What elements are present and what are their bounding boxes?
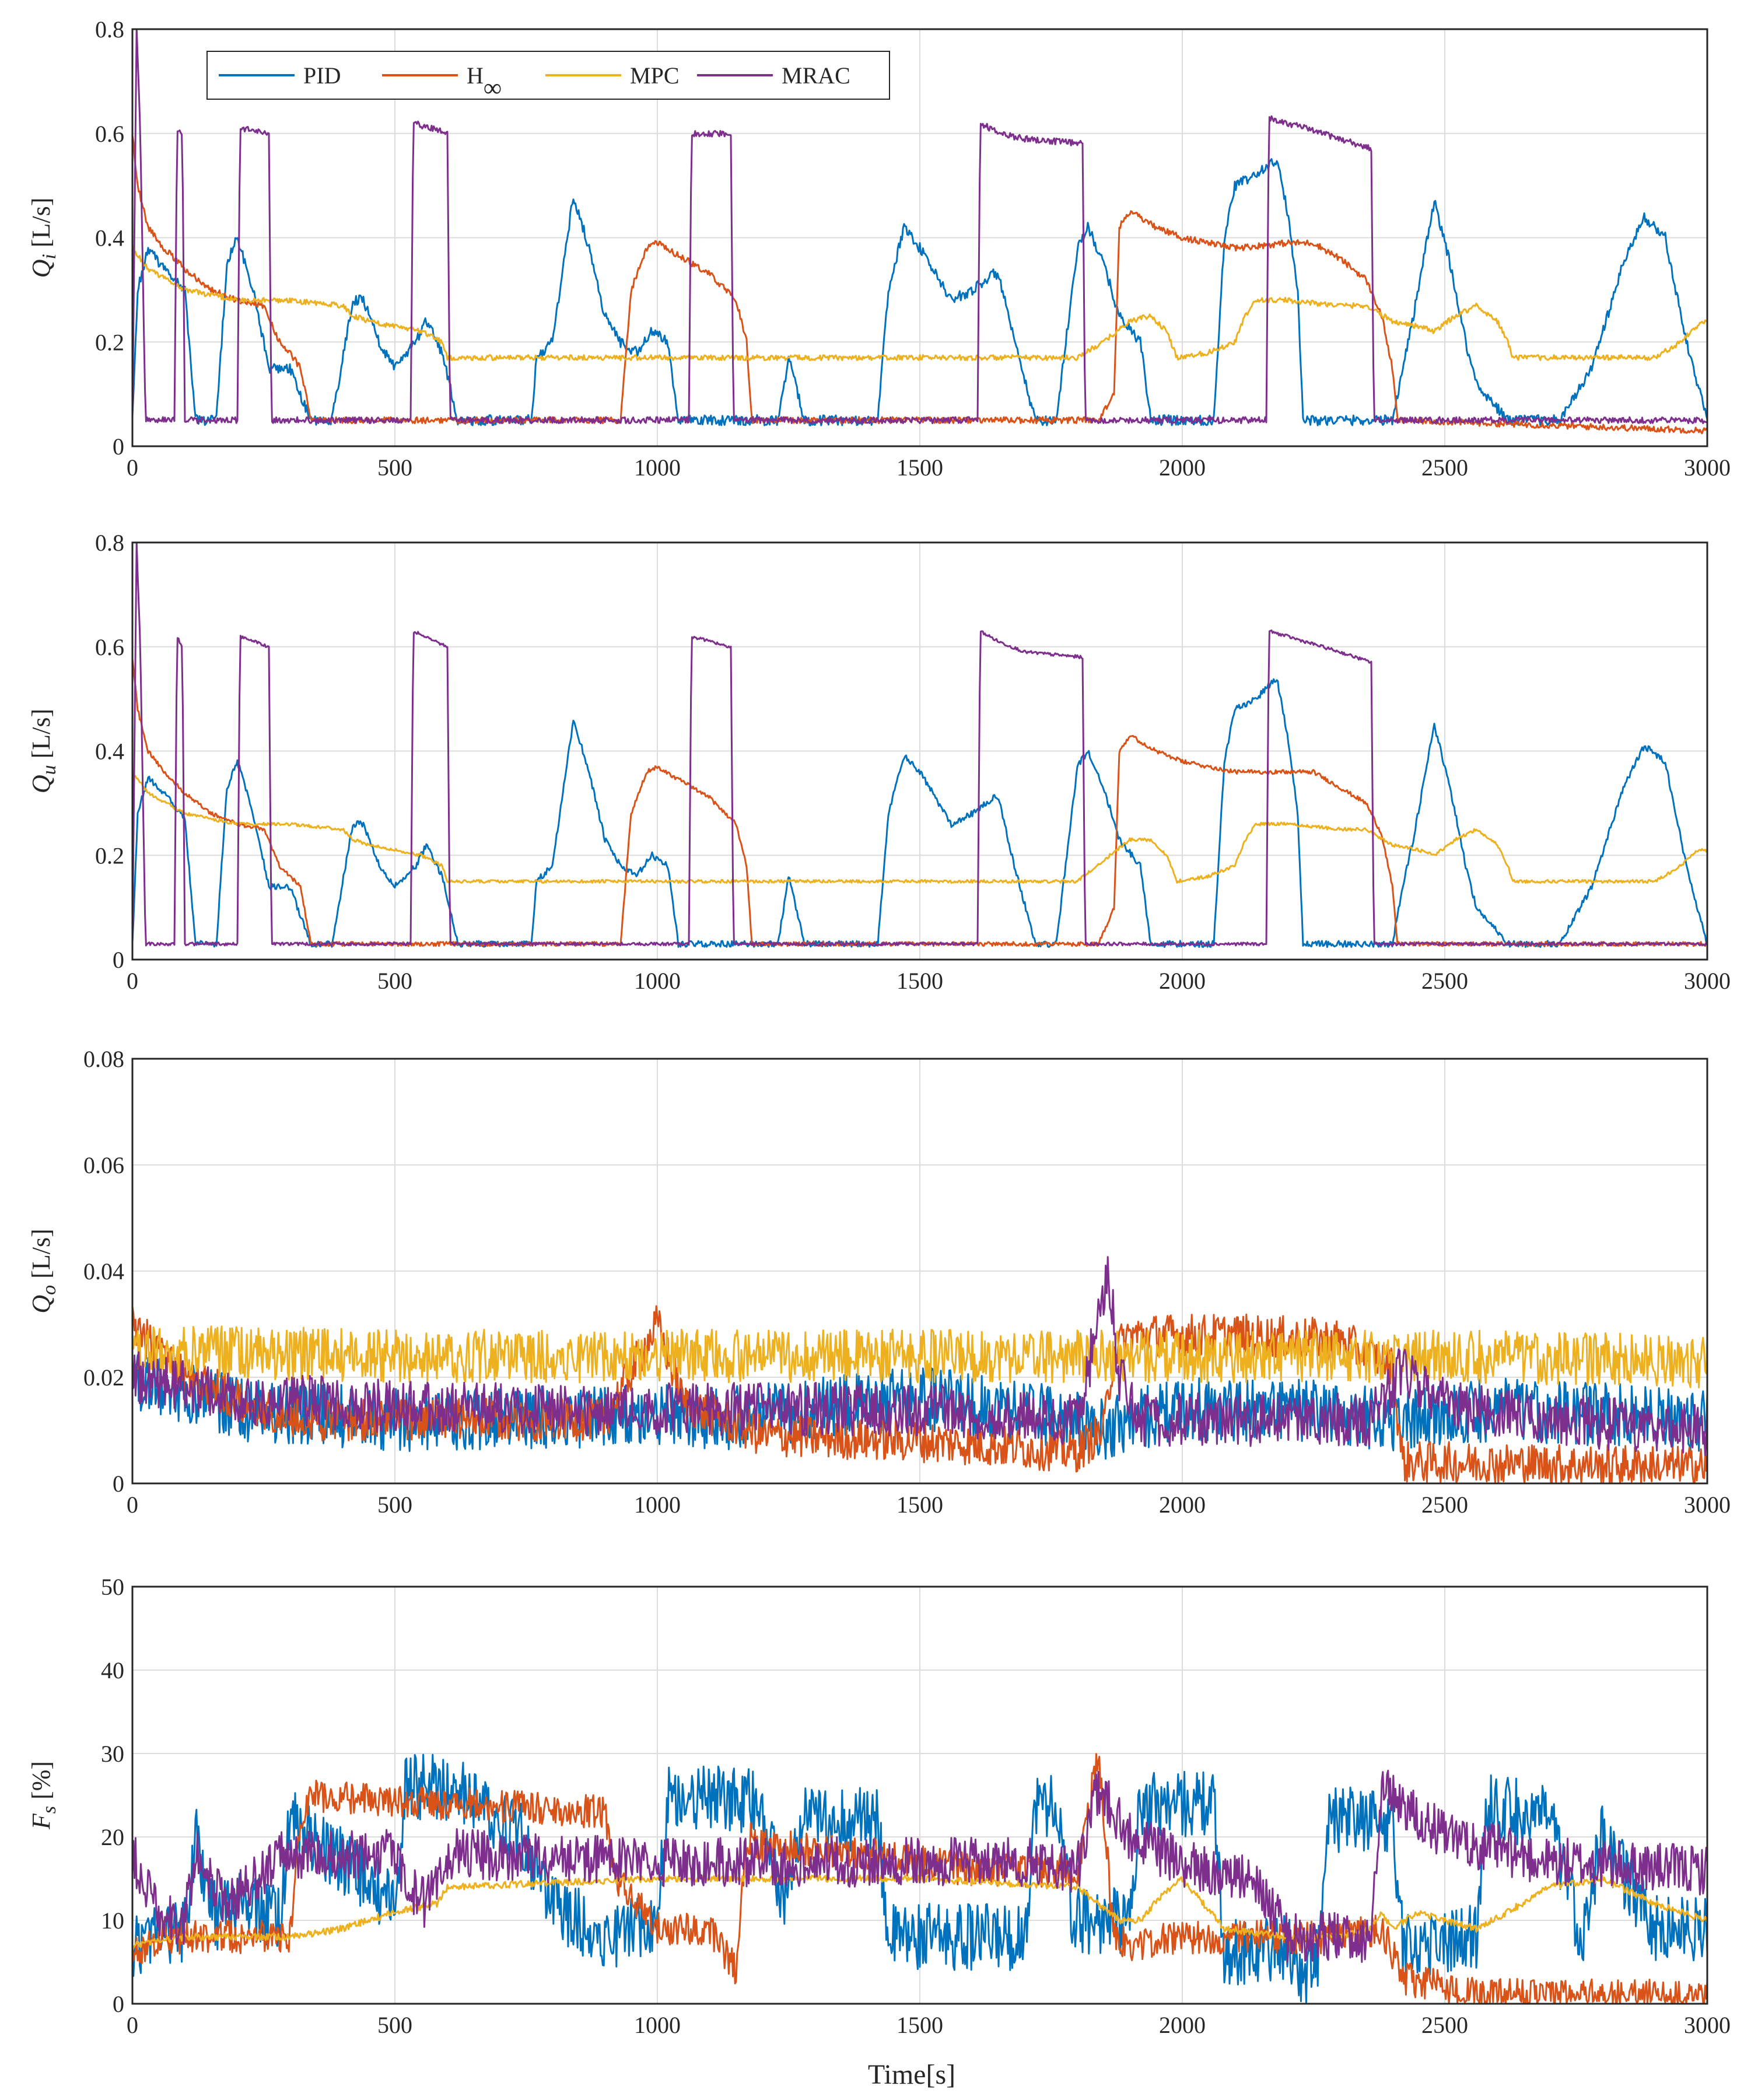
y-axis-label: Qo [L/s] [27, 1228, 60, 1313]
panel-Qo: 0 500 1000 1500 2000 2500 3000 0 0.02 0.04 0.06 0.0… [27, 1046, 1731, 1518]
x-tick-label: 500 [377, 968, 412, 994]
y-tick-label: 0.8 [95, 530, 124, 556]
y-tick-label: 0 [113, 947, 124, 973]
series-line-MRAC [132, 542, 1707, 947]
y-tick-label: 0.6 [95, 121, 124, 147]
y-axis-label: Fs [%] [27, 1761, 60, 1830]
series-line-PID [132, 1754, 1707, 2004]
panel-Qi: 0 500 1000 1500 2000 2500 3000 0 0.2 0.4 0.6 0.8 Qi … [27, 16, 1731, 481]
y-axis-subscript: s [38, 1806, 60, 1814]
legend: PID H∞ MPC MRAC [206, 51, 890, 102]
y-tick-label: 10 [101, 1908, 124, 1934]
x-tick-label: 1000 [634, 1492, 681, 1518]
series-line-MRAC [132, 1256, 1707, 1457]
x-tick-label: 3000 [1684, 968, 1731, 994]
y-axis-label: Qi [L/s] [27, 198, 60, 278]
y-tick-label: 0.4 [95, 738, 124, 765]
y-tick-label: 0.8 [95, 16, 124, 43]
y-tick-label: 0 [113, 1991, 124, 2017]
x-tick-label: 1000 [634, 968, 681, 994]
axes-frame [131, 541, 1708, 961]
x-tick-label: 3000 [1684, 2012, 1731, 2038]
x-tick-label: 500 [377, 2012, 412, 2038]
series-line-MPC [132, 771, 1707, 884]
panel-Fs: 0 500 1000 1500 2000 2500 3000 0 10 20 30 40 50 Fs [%… [27, 1574, 1731, 2038]
x-tick-label: 0 [127, 1492, 138, 1518]
series-line-MRAC [132, 29, 1707, 425]
legend-label: H∞ [467, 62, 502, 102]
x-tick-label: 2500 [1421, 968, 1468, 994]
x-tick-label: 2000 [1159, 968, 1206, 994]
y-tick-label: 0.2 [95, 329, 124, 355]
y-axis-units: [L/s] [27, 198, 55, 254]
y-axis-symbol: Q [27, 1295, 55, 1314]
y-tick-label: 50 [101, 1574, 124, 1600]
y-axis-symbol: F [27, 1813, 55, 1830]
x-tick-label: 1500 [896, 1492, 943, 1518]
y-axis-units: [L/s] [27, 709, 55, 765]
y-tick-label: 0.6 [95, 634, 124, 660]
series-line-MPC [132, 246, 1707, 361]
y-tick-label: 0.02 [83, 1364, 124, 1391]
axes-frame [131, 1058, 1708, 1485]
x-tick-label: 2500 [1421, 1492, 1468, 1518]
x-tick-label: 3000 [1684, 454, 1731, 481]
x-tick-label: 2000 [1159, 2012, 1206, 2038]
y-axis-symbol: Q [27, 260, 55, 278]
y-axis-subscript: i [38, 254, 60, 259]
legend-label: PID [303, 62, 341, 89]
series-line-MRAC [132, 1769, 1707, 1963]
legend-label: MRAC [782, 62, 850, 89]
y-axis-symbol: Q [27, 775, 55, 793]
x-tick-label: 2500 [1421, 454, 1468, 481]
x-tick-label: 500 [377, 454, 412, 481]
series-line-PID [132, 678, 1707, 948]
y-axis-subscript: u [38, 765, 60, 775]
y-tick-label: 0.08 [83, 1046, 124, 1072]
y-tick-label: 0.4 [95, 225, 124, 251]
x-tick-label: 1000 [634, 2012, 681, 2038]
series-line-PID [132, 158, 1707, 426]
series-line-MPC [132, 1325, 1707, 1388]
y-axis-units: [%] [27, 1761, 55, 1806]
y-tick-label: 30 [101, 1741, 124, 1767]
y-axis-subscript: o [38, 1285, 60, 1295]
x-tick-label: 3000 [1684, 1492, 1731, 1518]
legend-label: MPC [630, 62, 680, 89]
y-tick-label: 0 [113, 1471, 124, 1497]
x-tick-label: 0 [127, 454, 138, 481]
y-tick-label: 0.2 [95, 842, 124, 869]
y-tick-label: 0.06 [83, 1152, 124, 1178]
y-tick-label: 0.04 [83, 1258, 124, 1284]
axes-frame [131, 1586, 1708, 2005]
x-tick-label: 1000 [634, 454, 681, 481]
y-tick-label: 40 [101, 1657, 124, 1684]
x-tick-label: 500 [377, 1492, 412, 1518]
x-tick-label: 2500 [1421, 2012, 1468, 2038]
x-tick-label: 1500 [896, 454, 943, 481]
y-tick-label: 20 [101, 1824, 124, 1850]
x-tick-label: 0 [127, 968, 138, 994]
y-tick-label: 0 [113, 433, 124, 460]
x-tick-label: 2000 [1159, 454, 1206, 481]
x-tick-label: 0 [127, 2012, 138, 2038]
y-axis-units: [L/s] [27, 1228, 55, 1285]
x-tick-label: 1500 [896, 2012, 943, 2038]
y-axis-label: Qu [L/s] [27, 709, 60, 793]
x-tick-label: 2000 [1159, 1492, 1206, 1518]
axes-frame [131, 28, 1708, 447]
x-axis-label: Time[s] [868, 2059, 955, 2090]
panel-Qu: 0 500 1000 1500 2000 2500 3000 0 0.2 0.4 0.6 0.8 Qu … [27, 530, 1731, 994]
x-tick-label: 1500 [896, 968, 943, 994]
